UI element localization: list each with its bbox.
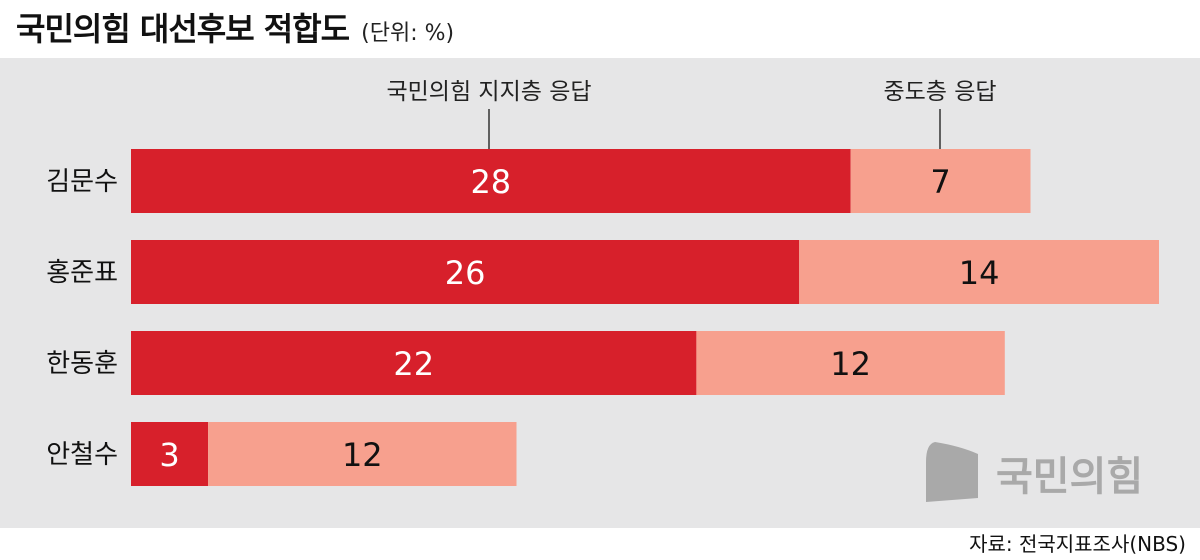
bar-0-3	[131, 422, 209, 486]
source-note: 자료: 전국지표조사(NBS)	[969, 532, 1186, 556]
bar-0-1	[131, 240, 800, 304]
bar-0-2	[131, 331, 697, 395]
value-label-1-3: 12	[342, 436, 383, 474]
value-label-0-0: 28	[470, 163, 511, 201]
chart-title: 국민의힘 대선후보 적합도	[16, 10, 350, 48]
bar-1-2	[696, 331, 1005, 395]
category-label-1: 홍준표	[46, 258, 118, 288]
value-label-1-1: 14	[959, 254, 1000, 292]
value-label-1-2: 12	[830, 345, 871, 383]
value-label-1-0: 7	[930, 163, 950, 201]
category-label-2: 한동훈	[46, 349, 118, 379]
bar-1-3	[208, 422, 517, 486]
value-label-0-2: 22	[393, 345, 434, 383]
bar-0-0	[131, 149, 851, 213]
series-label-0: 국민의힘 지지층 응답	[386, 79, 591, 105]
series-label-1: 중도층 응답	[883, 79, 996, 105]
bar-1-1	[799, 240, 1159, 304]
title-row: 국민의힘 대선후보 적합도 (단위: %)	[16, 4, 454, 54]
watermark-text: 국민의힘	[996, 454, 1143, 500]
category-label-3: 안철수	[46, 440, 118, 470]
value-label-0-3: 3	[159, 436, 179, 474]
bar-1-0	[850, 149, 1031, 213]
unit-label: (단위: %)	[361, 21, 455, 46]
value-label-0-1: 26	[445, 254, 486, 292]
category-label-0: 김문수	[46, 167, 118, 197]
party-emblem-icon	[926, 442, 978, 502]
